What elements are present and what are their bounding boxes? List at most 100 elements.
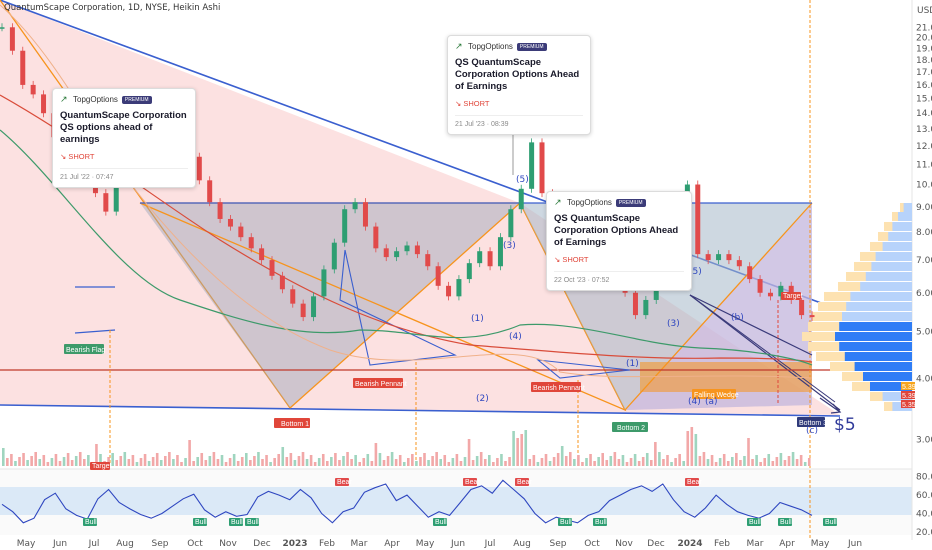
volume-bar	[208, 456, 212, 466]
candle	[311, 296, 317, 318]
wave-label: (4)	[509, 332, 522, 342]
candle	[103, 193, 109, 212]
volume-bar	[87, 455, 90, 466]
candle	[653, 282, 659, 300]
volume-bar	[168, 452, 171, 466]
rsi-marker-label: Bull	[825, 519, 837, 526]
volume-bar	[690, 427, 694, 466]
rsi-marker-label: Bear	[517, 479, 532, 486]
volume-bar	[285, 457, 289, 466]
volume-bar	[350, 459, 353, 466]
idea-author[interactable]: TopgOptions	[567, 198, 612, 207]
volume-bar	[305, 459, 309, 466]
idea-title[interactable]: QuantumScape Corporation QS options ahea…	[60, 110, 187, 145]
wave-label: (2)	[476, 394, 489, 404]
volume-bar	[483, 459, 487, 466]
price-tag-text: 5.39	[902, 393, 916, 400]
volume-bar	[520, 434, 523, 466]
rsi-marker-label: Bull	[435, 519, 447, 526]
y-tick-label: 3.00	[916, 436, 932, 446]
volume-bar	[228, 458, 232, 466]
idea-card[interactable]: ↗ TopgOptions PREMIUM QS QuantumScape Corp…	[546, 191, 692, 291]
volume-bar	[787, 456, 791, 466]
volume-bar	[775, 457, 779, 466]
candle	[705, 254, 711, 261]
profile-bar-buy	[898, 212, 912, 221]
volume-bar	[654, 442, 657, 466]
volume-bar	[552, 457, 556, 466]
volume-bar	[66, 453, 70, 466]
y-tick-label: 20.00	[916, 34, 932, 44]
idea-card[interactable]: ↗ TopgOptions PREMIUM QuantumScape Corpora…	[52, 88, 196, 188]
y-tick-label: 14.00	[916, 109, 932, 119]
candle	[747, 266, 753, 280]
volume-bar	[617, 459, 621, 466]
y-tick-label: 9.00	[916, 203, 932, 213]
idea-title[interactable]: QS QuantumScape Corporation Options Ahea…	[455, 57, 580, 92]
volume-bar	[783, 460, 787, 466]
volume-bar	[46, 462, 50, 466]
wave-label: (b)	[731, 313, 744, 323]
volume-bar	[455, 454, 459, 466]
candle	[425, 254, 431, 267]
volume-bar	[204, 460, 208, 466]
candle	[809, 315, 815, 318]
volume-bar	[698, 456, 702, 466]
volume-bar	[358, 462, 361, 466]
y-tick-label: 15.00	[916, 95, 932, 105]
volume-bar	[795, 459, 799, 466]
volume-bar	[346, 452, 349, 466]
rsi-marker-label: Bull	[780, 519, 792, 526]
candle	[362, 202, 368, 227]
volume-bar	[34, 452, 37, 466]
y-tick-label: 5.00	[916, 327, 932, 337]
pattern-label: Bottom 1	[281, 421, 309, 428]
idea-author[interactable]: TopgOptions	[73, 95, 118, 104]
volume-bar	[273, 458, 276, 466]
candle	[539, 142, 545, 194]
volume-bar	[184, 458, 187, 466]
rsi-series	[1, 479, 813, 524]
volume-bar	[451, 458, 455, 466]
volume-bar	[751, 459, 754, 466]
candle	[321, 269, 327, 297]
idea-author[interactable]: TopgOptions	[468, 42, 513, 51]
idea-date: 22 Oct '23 · 07:52	[554, 271, 684, 284]
volume-bar	[253, 456, 256, 466]
x-tick-label: Aug	[513, 539, 531, 549]
candle	[113, 176, 119, 212]
volume-bar	[755, 455, 758, 466]
candle	[9, 27, 15, 51]
x-tick-label: Feb	[714, 539, 730, 549]
candle	[300, 303, 306, 318]
x-tick-label: 2023	[282, 539, 307, 549]
volume-bar	[544, 454, 548, 466]
rsi-marker	[685, 478, 699, 486]
idea-card[interactable]: ↗ TopgOptions PREMIUM QS QuantumScape Corp…	[447, 35, 591, 135]
volume-bar	[759, 462, 762, 466]
y-tick-label: 21.00	[916, 23, 932, 33]
candle	[20, 50, 26, 85]
volume-bar	[394, 459, 398, 466]
volume-bar	[548, 461, 552, 466]
idea-title[interactable]: QS QuantumScape Corporation Options Ahea…	[554, 213, 679, 248]
chart-up-icon: ↗	[554, 197, 562, 207]
volume-bar	[22, 453, 25, 466]
pattern-label: Bottom 3	[799, 420, 827, 427]
volume-bar	[747, 438, 750, 466]
profile-bar-buy	[892, 222, 912, 231]
x-tick-label: May	[811, 539, 830, 549]
volume-bar	[50, 458, 54, 466]
rsi-marker	[433, 518, 447, 526]
volume-bar	[419, 457, 422, 466]
x-tick-label: Jun	[450, 539, 465, 549]
rsi-marker-label: Bull	[749, 519, 761, 526]
rsi-marker	[747, 518, 761, 526]
volume-bar	[807, 458, 811, 466]
idea-direction: ↘ SHORT	[60, 152, 95, 161]
volume-bar	[398, 455, 402, 466]
volume-bar	[743, 456, 746, 466]
x-tick-label: Dec	[253, 539, 270, 549]
volume-bar	[58, 461, 62, 466]
premium-badge: PREMIUM	[121, 95, 152, 104]
